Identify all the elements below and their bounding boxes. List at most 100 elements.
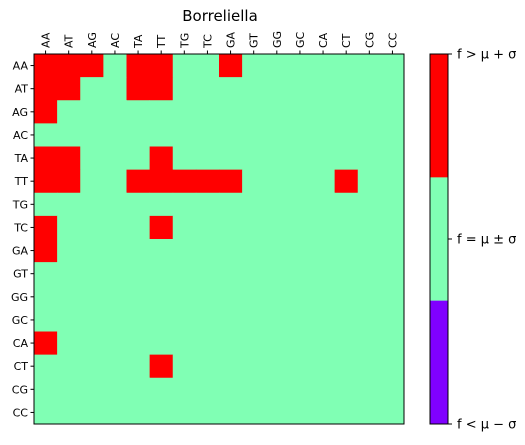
heatmap-cell-CC-CG [357,400,382,425]
y-tick-label: TC [13,221,28,234]
heatmap-cell-GG-TA [126,285,151,309]
heatmap-cell-GG-CA [311,285,336,309]
heatmap-cell-TG-TT [149,192,174,217]
heatmap-cell-AG-AT [57,100,81,124]
heatmap-cell-GC-AA [34,308,58,332]
heatmap-cells [34,54,405,425]
heatmap-cell-AT-AT [57,77,81,101]
heatmap-cell-CA-CA [311,331,336,356]
heatmap-cell-TC-CG [357,215,382,240]
heatmap-cell-TC-TA [126,215,151,240]
heatmap-cell-AT-TT [149,77,174,101]
heatmap-cell-TC-CT [334,215,359,240]
heatmap-cell-CA-GC [288,331,312,356]
x-tick-label: TT [155,34,168,49]
heatmap-cell-GA-AA [34,239,58,263]
heatmap-cell-TT-TA [126,169,151,194]
y-tick-label: CT [14,360,29,373]
heatmap-cell-GG-AT [57,285,81,309]
colorbar-segment-below [430,300,448,425]
heatmap-cell-CA-AT [57,331,81,356]
heatmap-cell-TA-CT [334,146,359,171]
y-tick-label: AG [12,106,28,119]
heatmap-cell-GT-AA [34,262,58,286]
heatmap-cell-TG-AG [80,192,104,217]
heatmap-cell-TT-AT [57,169,81,194]
heatmap-cell-AC-AG [80,123,104,147]
heatmap-cell-AC-CT [334,123,359,147]
y-tick-label: TA [14,152,29,165]
heatmap-cell-CC-GA [219,400,243,425]
heatmap-cell-CT-GT [242,354,266,379]
heatmap-cell-CG-TT [149,377,174,402]
heatmap-cell-GA-GA [219,239,243,263]
heatmap-cell-CT-GA [219,354,243,379]
heatmap-cell-GA-CG [357,239,382,263]
heatmap-cell-AA-GT [242,54,266,78]
heatmap-cell-TC-TT [149,215,174,240]
heatmap-cell-TA-CG [357,146,382,171]
heatmap-cell-GA-CT [334,239,359,263]
heatmap-cell-CG-TC [195,377,220,402]
heatmap-cell-TA-AT [57,146,81,171]
heatmap-cell-TT-CA [311,169,336,194]
heatmap-cell-TA-AC [103,146,127,171]
heatmap-cell-GT-TT [149,262,174,286]
heatmap-cell-CA-GA [219,331,243,356]
heatmap-cell-TG-GC [288,192,312,217]
heatmap-cell-GC-AT [57,308,81,332]
heatmap-cell-GC-CG [357,308,382,332]
heatmap-cell-GC-GG [265,308,289,332]
heatmap-cell-TA-GT [242,146,266,171]
heatmap-cell-AA-TA [126,54,151,78]
heatmap-cell-TG-AA [34,192,58,217]
heatmap-cell-CT-CA [311,354,336,379]
heatmap-cell-CC-CA [311,400,336,425]
heatmap-cell-CG-TA [126,377,151,402]
heatmap-cell-AC-GC [288,123,312,147]
y-tick-label: GC [12,314,29,327]
heatmap-cell-TA-TG [172,146,197,171]
heatmap-cell-CT-AG [80,354,104,379]
heatmap-cell-TA-CA [311,146,336,171]
heatmap-cell-TA-AA [34,146,58,171]
heatmap-cell-GT-GG [265,262,289,286]
heatmap-cell-TC-GG [265,215,289,240]
heatmap-cell-TC-GA [219,215,243,240]
heatmap-cell-TG-TG [172,192,197,217]
heatmap-cell-GG-TG [172,285,197,309]
heatmap-cell-TA-AG [80,146,104,171]
heatmap-cell-GG-AA [34,285,58,309]
heatmap-cell-CT-AT [57,354,81,379]
heatmap-cell-GT-GA [219,262,243,286]
heatmap-cell-GC-CA [311,308,336,332]
plot-frame [33,53,405,425]
heatmap-cell-GT-GT [242,262,266,286]
heatmap-cell-AT-AA [34,77,58,101]
heatmap-cell-AT-CT [334,77,359,101]
x-tick-label: AT [63,34,76,48]
heatmap-cell-GT-CA [311,262,336,286]
heatmap-cell-TT-AG [80,169,104,194]
x-tick-label: AG [86,32,99,48]
heatmap-cell-TT-TG [172,169,197,194]
heatmap-cell-GC-AG [80,308,104,332]
heatmap-cell-AG-CT [334,100,359,124]
heatmap-cell-CG-CG [357,377,382,402]
x-tick-label: AC [109,33,122,48]
heatmap-cell-TT-TC [195,169,220,194]
heatmap-cell-TC-CA [311,215,336,240]
heatmap-cell-GT-TA [126,262,151,286]
y-tick-label: TT [14,175,29,188]
x-tick-label: CG [363,32,376,48]
heatmap-cell-AA-TT [149,54,174,78]
heatmap-cell-CC-AC [103,400,127,425]
heatmap-cell-AC-CG [357,123,382,147]
heatmap-cell-GA-TG [172,239,197,263]
heatmap-cell-CC-AG [80,400,104,425]
heatmap-cell-AC-TT [149,123,174,147]
heatmap-cell-GA-AT [57,239,81,263]
heatmap-cell-AG-TC [195,100,220,124]
heatmap-cell-AT-AC [103,77,127,101]
heatmap-cell-AT-GA [219,77,243,101]
